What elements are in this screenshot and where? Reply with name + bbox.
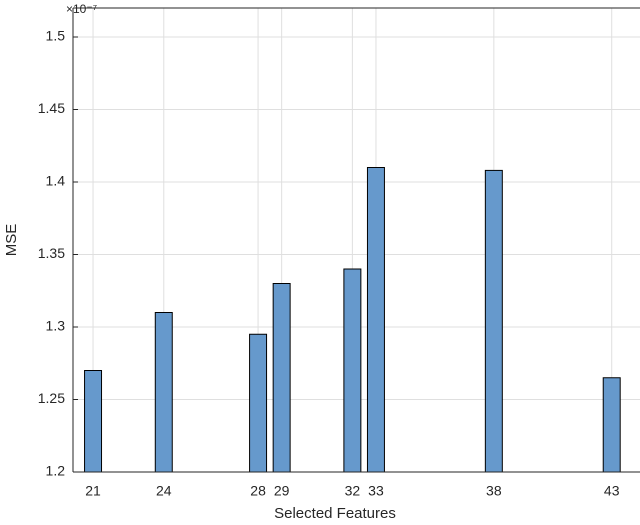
x-tick-label: 43: [604, 483, 620, 499]
y-axis-label: MSE: [3, 224, 20, 257]
x-tick-label: 33: [368, 483, 384, 499]
y-tick-label: 1.5: [46, 28, 66, 44]
y-tick-label: 1.2: [46, 463, 66, 479]
x-tick-label: 38: [486, 483, 502, 499]
y-tick-label: 1.35: [38, 245, 65, 261]
x-tick-label: 24: [156, 483, 172, 499]
bar: [484, 169, 503, 473]
bar: [249, 333, 268, 473]
bar: [84, 370, 103, 473]
x-tick-label: 28: [250, 483, 266, 499]
x-tick-label: 29: [274, 483, 290, 499]
y-tick-label: 1.25: [38, 390, 65, 406]
bar: [602, 377, 621, 473]
y-tick-label: 1.45: [38, 100, 65, 116]
x-axis-label: Selected Features: [274, 505, 396, 522]
bar: [154, 312, 173, 473]
bar: [343, 268, 362, 473]
y-tick-label: 1.4: [46, 173, 66, 189]
bar: [272, 283, 291, 473]
x-tick-label: 21: [85, 483, 101, 499]
y-multiplier: ×10⁻⁷: [66, 2, 97, 16]
x-tick-label: 32: [345, 483, 361, 499]
bar: [366, 167, 385, 473]
y-tick-label: 1.3: [46, 318, 66, 334]
